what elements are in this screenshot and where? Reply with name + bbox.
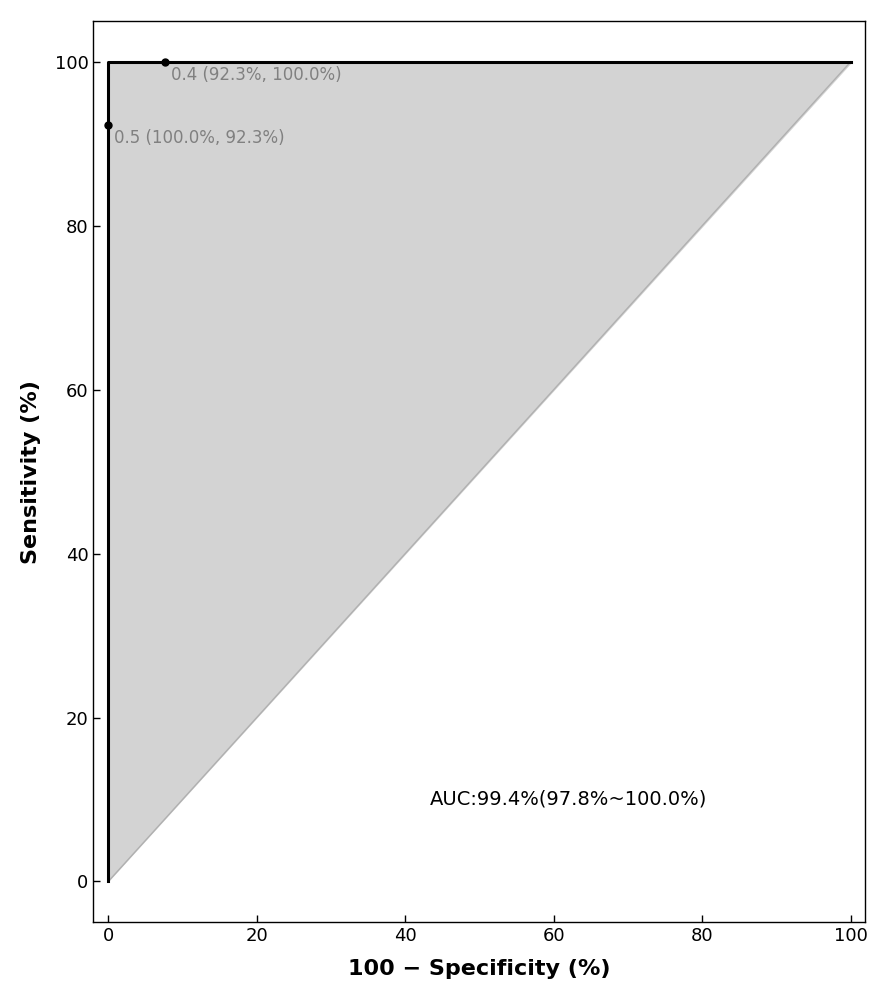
X-axis label: 100 − Specificity (%): 100 − Specificity (%)	[348, 959, 611, 979]
Text: 0.5 (100.0%, 92.3%): 0.5 (100.0%, 92.3%)	[114, 129, 285, 147]
Y-axis label: Sensitivity (%): Sensitivity (%)	[20, 380, 41, 564]
Polygon shape	[109, 62, 851, 881]
Text: 0.4 (92.3%, 100.0%): 0.4 (92.3%, 100.0%)	[172, 66, 342, 84]
Text: AUC:99.4%(97.8%~100.0%): AUC:99.4%(97.8%~100.0%)	[430, 790, 708, 809]
